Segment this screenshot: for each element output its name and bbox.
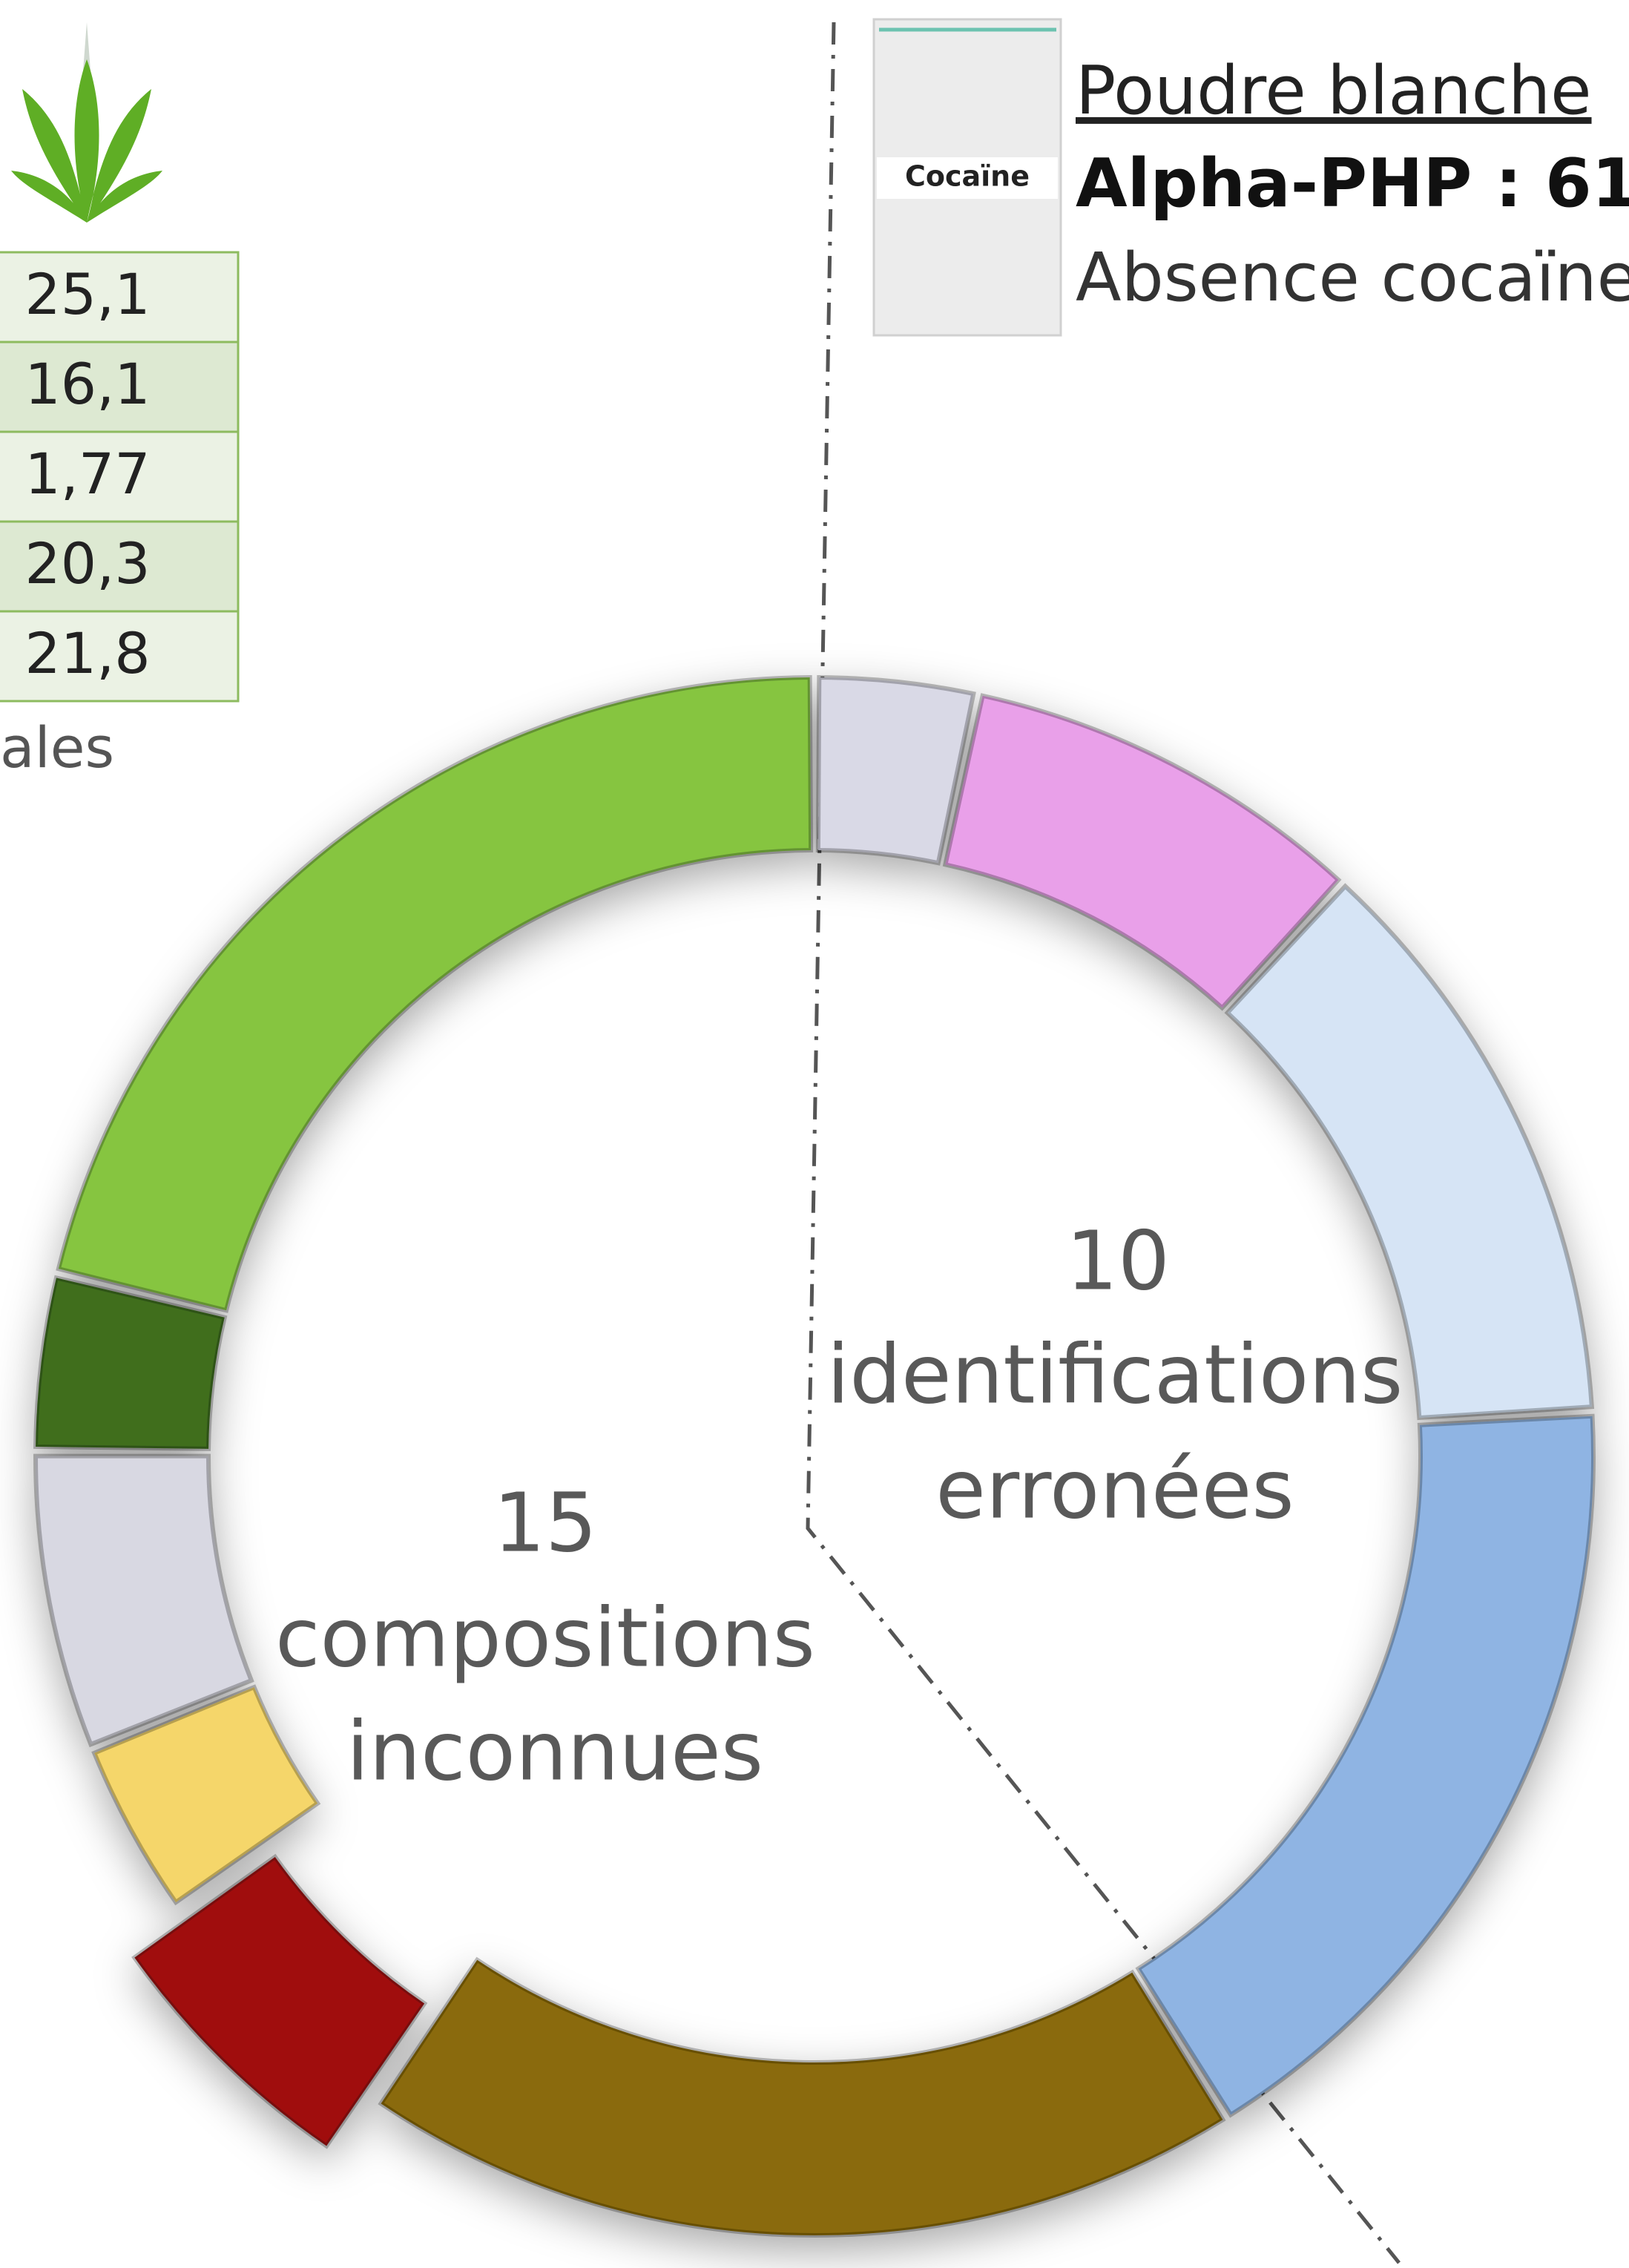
table-cell: [0, 251, 240, 344]
table: 25,1 16,1 1,77 20,3 21,8: [0, 251, 240, 703]
annotation: 15: [493, 1475, 597, 1570]
table-cell: [0, 341, 240, 433]
table-value: 16,1: [24, 351, 150, 417]
sample-title: Poudre blanche: [1076, 52, 1592, 130]
donut-segment: [33, 1275, 228, 1451]
sample-result: Alpha-PHP : 61,4: [1076, 145, 1629, 223]
donut-segment: [91, 1684, 321, 1906]
donut-segment: [1135, 1413, 1596, 2118]
annotation: identifications: [827, 1327, 1403, 1421]
table-note: ales: [0, 714, 114, 780]
table-cell: [0, 520, 240, 613]
donut-segment: [942, 693, 1342, 1011]
table-value: 1,77: [24, 441, 150, 507]
annotation: inconnues: [346, 1703, 763, 1798]
donut-segment: [1224, 883, 1595, 1421]
cannabis-leaf: [11, 22, 162, 223]
donut-segment: [815, 675, 976, 866]
table-cell: [0, 610, 240, 703]
table-value: 20,3: [24, 530, 150, 596]
bag-label: Cocaïne: [905, 160, 1030, 193]
connector-line: [806, 22, 1401, 2264]
table-value: 25,1: [24, 261, 150, 327]
donut-segment: [131, 1853, 428, 2149]
annotation: 10: [1066, 1213, 1170, 1308]
bag: Cocaïne: [872, 18, 1062, 337]
donut-segment: [33, 1453, 254, 1748]
donut-segment: [56, 674, 814, 1313]
sample-absence: Absence cocaïne: [1076, 239, 1629, 317]
donut-segment: [378, 1956, 1226, 2238]
table-value: 21,8: [24, 620, 150, 686]
donut: [33, 674, 1596, 2238]
annotation: compositions: [275, 1590, 815, 1685]
annotation: erronées: [935, 1442, 1294, 1536]
table-cell: [0, 430, 240, 523]
